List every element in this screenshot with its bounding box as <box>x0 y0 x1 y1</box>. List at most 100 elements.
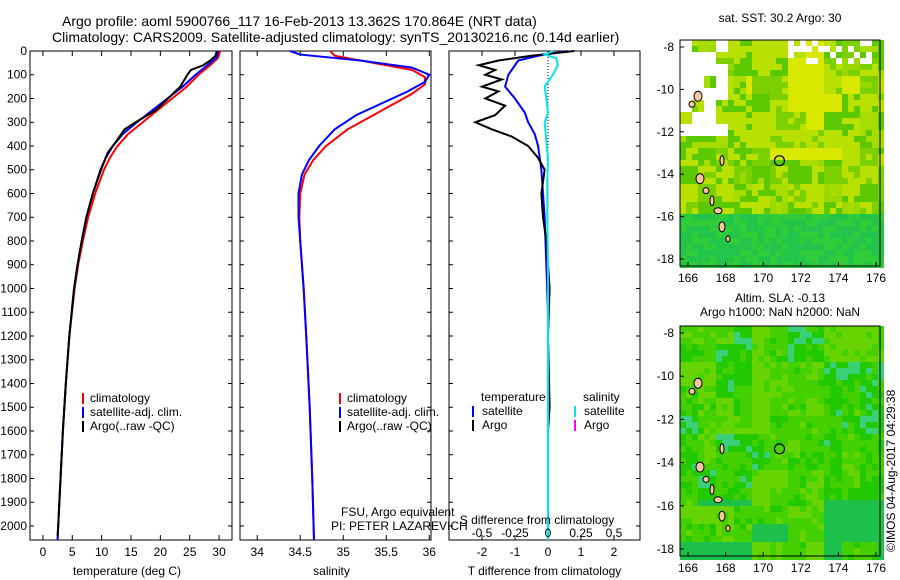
map-pixel <box>740 172 746 178</box>
map-pixel <box>788 380 794 386</box>
map-pixel <box>872 482 878 488</box>
map-pixel <box>818 518 824 524</box>
map-pixel <box>716 554 722 560</box>
map-pixel <box>746 112 752 118</box>
map-pixel <box>794 476 800 482</box>
map-pixel <box>698 506 704 512</box>
depth-tick-label: 200 <box>7 91 27 105</box>
map-pixel <box>716 112 722 118</box>
map-pixel <box>866 362 872 368</box>
map-pixel <box>872 404 878 410</box>
map-pixel <box>878 380 884 386</box>
map-pixel <box>746 88 752 94</box>
map-pixel <box>776 458 782 464</box>
map-pixel <box>734 542 740 548</box>
map-pixel <box>710 178 716 184</box>
map-pixel <box>734 494 740 500</box>
map-pixel <box>710 554 716 560</box>
map-pixel <box>716 458 722 464</box>
map-pixel <box>728 410 734 416</box>
map-pixel <box>788 88 794 94</box>
map-pixel <box>716 332 722 338</box>
map-pixel <box>686 238 692 244</box>
map-pixel <box>836 428 842 434</box>
map-pixel <box>854 112 860 118</box>
map-pixel <box>794 434 800 440</box>
map-pixel <box>812 172 818 178</box>
map-pixel <box>878 196 884 202</box>
map-pixel <box>872 374 878 380</box>
map-pixel <box>710 536 716 542</box>
map-pixel <box>776 368 782 374</box>
map-pixel <box>788 362 794 368</box>
map-pixel <box>806 94 812 100</box>
map-pixel <box>812 190 818 196</box>
map-pixel <box>686 440 692 446</box>
map-pixel <box>776 76 782 82</box>
map-pixel <box>716 256 722 262</box>
lon-tick-label: 176 <box>866 271 886 285</box>
map-pixel <box>854 542 860 548</box>
map-pixel <box>794 196 800 202</box>
lat-tick-label: -10 <box>657 369 675 383</box>
map-pixel <box>860 428 866 434</box>
map-pixel <box>872 76 878 82</box>
map-pixel <box>728 94 734 100</box>
map-pixel <box>758 52 764 58</box>
map-pixel <box>752 548 758 554</box>
map-pixel <box>854 380 860 386</box>
map-pixel <box>758 190 764 196</box>
map-pixel <box>794 166 800 172</box>
map-pixel <box>794 190 800 196</box>
map-pixel <box>698 250 704 256</box>
map-pixel <box>824 244 830 250</box>
map-pixel <box>722 464 728 470</box>
island <box>713 496 723 504</box>
map-pixel <box>854 256 860 262</box>
map-pixel <box>686 404 692 410</box>
map-pixel <box>812 106 818 112</box>
map-pixel <box>848 106 854 112</box>
map-pixel <box>842 380 848 386</box>
map-pixel <box>722 166 728 172</box>
map-pixel <box>734 470 740 476</box>
map-pixel <box>752 470 758 476</box>
lat-tick-label: -14 <box>657 456 675 470</box>
map-pixel <box>698 100 704 106</box>
map-pixel <box>854 202 860 208</box>
map-pixel <box>860 458 866 464</box>
map-pixel <box>854 238 860 244</box>
map-pixel <box>740 332 746 338</box>
map-pixel <box>866 40 872 46</box>
map-pixel <box>758 398 764 404</box>
map-pixel <box>722 244 728 250</box>
map-pixel <box>788 470 794 476</box>
map-pixel <box>770 244 776 250</box>
map-pixel <box>692 118 698 124</box>
map-pixel <box>752 256 758 262</box>
map-pixel <box>866 416 872 422</box>
map-pixel <box>818 238 824 244</box>
map-pixel <box>800 178 806 184</box>
map-pixel <box>872 112 878 118</box>
map-pixel <box>800 100 806 106</box>
map-pixel <box>860 106 866 112</box>
map-pixel <box>872 154 878 160</box>
map-pixel <box>758 208 764 214</box>
map-pixel <box>728 202 734 208</box>
map-pixel <box>830 220 836 226</box>
map-pixel <box>776 434 782 440</box>
map-pixel <box>878 440 884 446</box>
map-pixel <box>782 256 788 262</box>
map-pixel <box>680 350 686 356</box>
map-pixel <box>752 356 758 362</box>
map-pixel <box>842 100 848 106</box>
map-pixel <box>686 464 692 470</box>
map-pixel <box>854 416 860 422</box>
map-pixel <box>854 226 860 232</box>
map-pixel <box>848 232 854 238</box>
map-pixel <box>836 374 842 380</box>
map-pixel <box>848 440 854 446</box>
map-pixel <box>788 100 794 106</box>
map-pixel <box>722 106 728 112</box>
